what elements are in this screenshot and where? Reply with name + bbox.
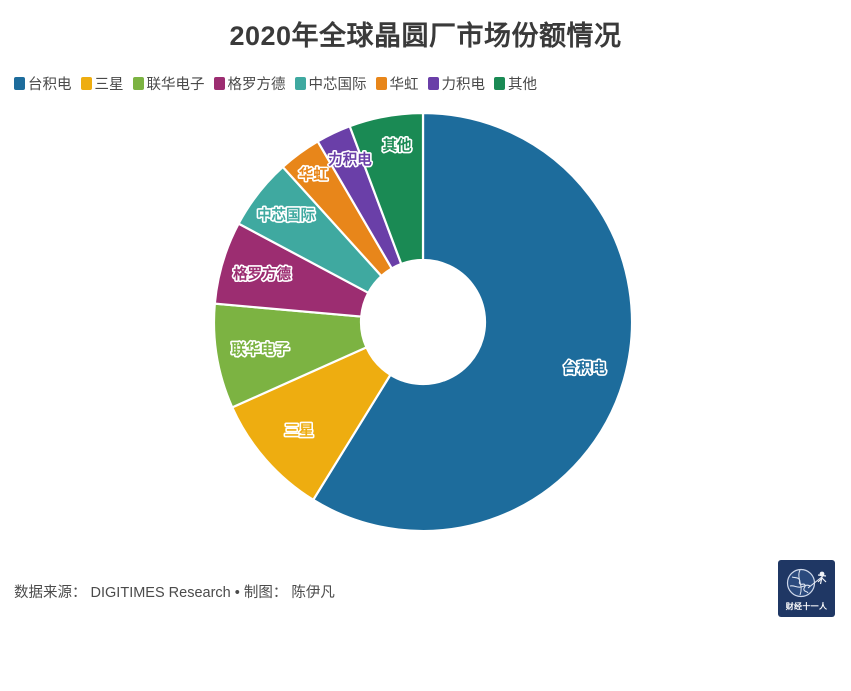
donut-slice-label: 力积电 [328,151,372,169]
legend-item[interactable]: 格罗方德 [213,73,286,94]
donut-slice-label: 华虹 [299,166,328,184]
legend-swatch [375,77,387,90]
globe-icon [786,568,827,598]
legend-item-label: 力积电 [441,77,486,93]
brand-logo: 财经十一人 [778,560,835,617]
legend-item[interactable]: 联华电子 [132,73,205,94]
legend-item-label: 中芯国际 [308,77,367,93]
legend-swatch [427,77,439,90]
legend-swatch [14,77,25,90]
source-note: 数据来源： DIGITIMES Research • 制图： 陈伊凡 [14,585,335,601]
legend-item[interactable]: 三星 [80,73,124,94]
donut-slice-label: 联华电子 [231,340,289,358]
legend-item-label: 三星 [94,77,124,93]
donut-slices[interactable] [212,111,634,533]
chart-legend: 台积电 三星 联华电子 格罗方德 中芯国际 华虹 力积电 其他 [14,73,546,94]
donut-slice[interactable] [311,111,634,533]
legend-swatch [132,77,144,90]
legend-swatch [494,77,505,90]
legend-item[interactable]: 其他 [494,73,537,94]
legend-swatch [294,77,306,90]
legend-item[interactable]: 力积电 [427,73,486,94]
donut-slice-label: 其他 [383,136,412,154]
donut-slice-label: 台积电 [563,359,607,377]
donut-slice-label: 中芯国际 [257,206,315,224]
legend-item[interactable]: 台积电 [14,73,72,94]
legend-item-label: 联华电子 [146,77,205,93]
legend-item-label: 其他 [508,77,537,93]
donut-slice-label: 三星 [284,423,313,440]
donut-slice[interactable] [348,111,425,266]
legend-item[interactable]: 华虹 [375,73,419,94]
logo-caption: 财经十一人 [785,602,828,611]
legend-swatch [213,77,225,90]
legend-item-label: 台积电 [28,77,72,93]
legend-item-label: 格罗方德 [227,77,286,93]
page-title: 2020年全球晶圆厂市场份额情况 [229,21,622,51]
donut-slice[interactable] [230,345,392,502]
donut-slice-label: 格罗方德 [233,265,291,283]
legend-item-label: 华虹 [389,77,419,93]
legend-swatch [80,77,92,90]
legend-item[interactable]: 中芯国际 [294,73,367,94]
